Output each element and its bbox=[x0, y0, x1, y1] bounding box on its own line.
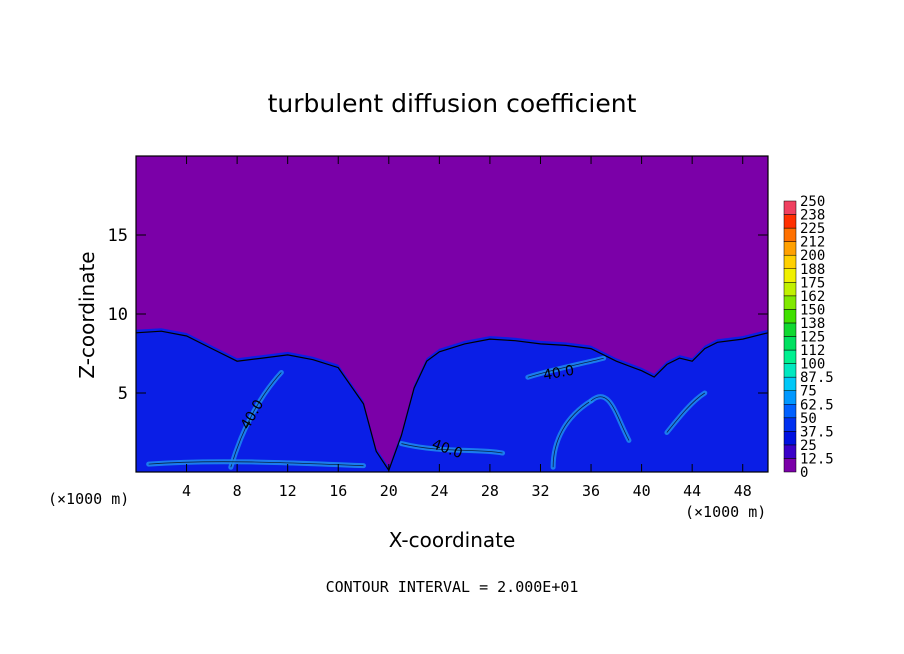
contour-line bbox=[230, 372, 282, 468]
colorbar-swatch bbox=[783, 363, 797, 378]
colorbar-swatch bbox=[783, 322, 797, 337]
colorbar-label: 50 bbox=[800, 411, 817, 427]
x-tick-label: 12 bbox=[279, 482, 297, 500]
x-tick-label: 24 bbox=[430, 482, 448, 500]
colorbar-label: 100 bbox=[800, 357, 825, 373]
colorbar-swatch bbox=[783, 404, 797, 419]
y-tick-label: 5 bbox=[118, 384, 128, 404]
x-tick-label: 40 bbox=[633, 482, 651, 500]
x-unit-right: (×1000 m) bbox=[685, 503, 766, 521]
colorbar-swatch bbox=[783, 241, 797, 256]
colorbar-swatch bbox=[783, 309, 797, 324]
x-tick-label: 44 bbox=[683, 482, 701, 500]
heatmap-field-region bbox=[136, 328, 768, 472]
colorbar-swatch bbox=[783, 214, 797, 229]
colorbar-label: 138 bbox=[800, 316, 825, 332]
contour-line bbox=[590, 396, 630, 441]
x-axis: 4 8 12 16 20 24 28 32 36 40 44 48 bbox=[182, 156, 752, 500]
colorbar: 2502382252122001881751621501381251121008… bbox=[783, 194, 834, 481]
colorbar-label: 162 bbox=[800, 289, 825, 305]
colorbar-label: 75 bbox=[800, 384, 817, 400]
x-tick-label: 16 bbox=[329, 482, 347, 500]
y-tick-label: 10 bbox=[108, 305, 128, 325]
colorbar-label: 188 bbox=[800, 262, 825, 278]
colorbar-swatch bbox=[783, 458, 797, 473]
contour-line bbox=[666, 392, 706, 433]
colorbar-label: 212 bbox=[800, 235, 825, 251]
contour-line bbox=[401, 443, 503, 454]
colorbar-swatch bbox=[783, 431, 797, 446]
contour-label: 40.0 bbox=[542, 363, 575, 384]
colorbar-label: 87.5 bbox=[800, 370, 834, 386]
contour-line bbox=[552, 400, 592, 468]
contour-interval-note: CONTOUR INTERVAL = 2.000E+01 bbox=[326, 578, 579, 596]
colorbar-label: 12.5 bbox=[800, 451, 834, 467]
contour-line bbox=[148, 461, 364, 467]
colorbar-label: 150 bbox=[800, 302, 825, 318]
x-unit-left: (×1000 m) bbox=[48, 490, 129, 508]
colorbar-swatch bbox=[783, 268, 797, 283]
y-axis-label: Z-coordinate bbox=[75, 251, 99, 378]
x-tick-label: 28 bbox=[481, 482, 499, 500]
colorbar-label: 62.5 bbox=[800, 397, 834, 413]
colorbar-label: 200 bbox=[800, 248, 825, 264]
colorbar-swatch bbox=[783, 295, 797, 310]
colorbar-label: 125 bbox=[800, 330, 825, 346]
colorbar-swatch bbox=[783, 227, 797, 242]
colorbar-swatch bbox=[783, 254, 797, 269]
x-tick-label: 20 bbox=[380, 482, 398, 500]
colorbar-label: 238 bbox=[800, 208, 825, 224]
colorbar-label: 37.5 bbox=[800, 424, 834, 440]
colorbar-label: 0 bbox=[800, 465, 808, 481]
y-tick-label: 15 bbox=[108, 226, 128, 246]
colorbar-swatch bbox=[783, 390, 797, 405]
y-axis: 5 10 15 bbox=[108, 226, 768, 404]
colorbar-swatch bbox=[783, 444, 797, 459]
colorbar-label: 175 bbox=[800, 275, 825, 291]
colorbar-label: 112 bbox=[800, 343, 825, 359]
contour-line bbox=[527, 357, 604, 378]
colorbar-swatch bbox=[783, 376, 797, 391]
colorbar-swatch bbox=[783, 200, 797, 215]
x-tick-label: 48 bbox=[734, 482, 752, 500]
contour-line bbox=[135, 330, 769, 472]
colorbar-swatch bbox=[783, 417, 797, 432]
x-axis-label: X-coordinate bbox=[389, 528, 516, 552]
chart-title: turbulent diffusion coefficient bbox=[268, 89, 637, 118]
colorbar-swatch bbox=[783, 282, 797, 297]
x-tick-label: 36 bbox=[582, 482, 600, 500]
x-tick-label: 32 bbox=[531, 482, 549, 500]
colorbar-label: 225 bbox=[800, 221, 825, 237]
plot-area: 40.040.040.0 bbox=[135, 155, 769, 473]
x-tick-label: 4 bbox=[182, 482, 191, 500]
colorbar-label: 250 bbox=[800, 194, 825, 210]
colorbar-swatch bbox=[783, 349, 797, 364]
heatmap-streaks bbox=[146, 355, 708, 470]
colorbar-label: 25 bbox=[800, 438, 817, 454]
colorbar-swatch bbox=[783, 336, 797, 351]
x-tick-label: 8 bbox=[233, 482, 242, 500]
